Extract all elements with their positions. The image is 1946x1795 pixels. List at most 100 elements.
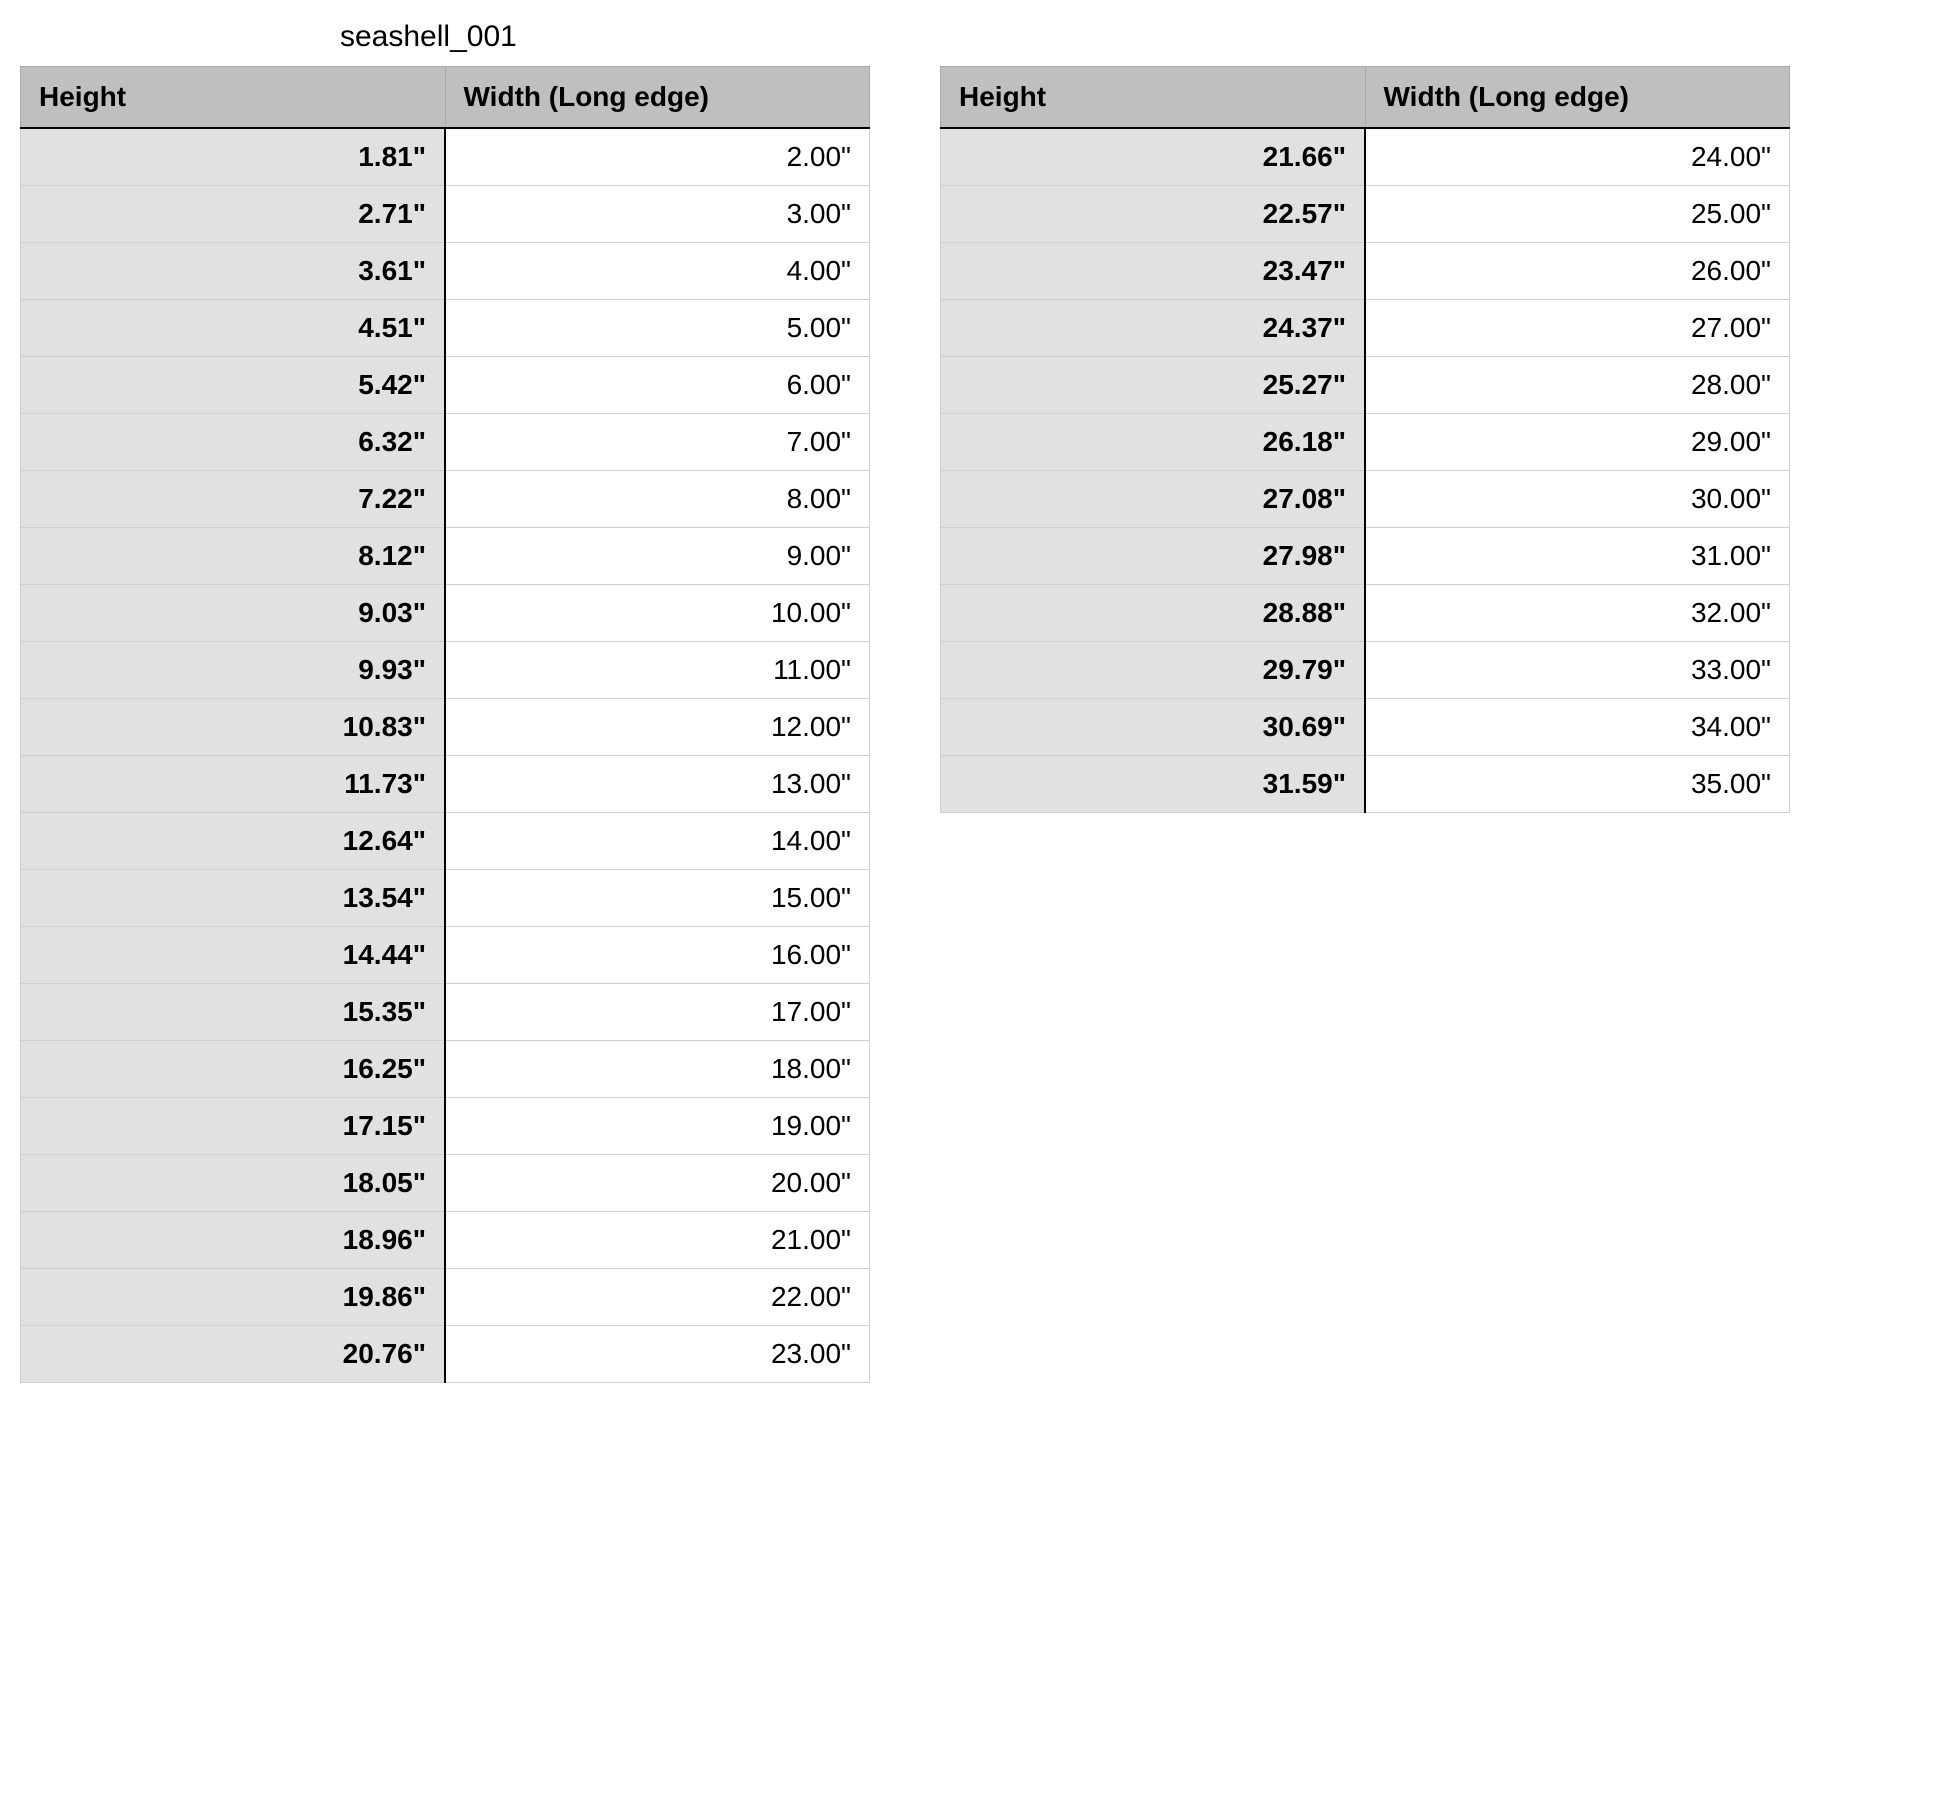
col-header-width: Width (Long edge): [445, 67, 870, 129]
width-cell: 27.00": [1365, 300, 1790, 357]
table-row: 3.61"4.00": [21, 243, 870, 300]
width-cell: 25.00": [1365, 186, 1790, 243]
width-cell: 32.00": [1365, 585, 1790, 642]
table-row: 20.76"23.00": [21, 1326, 870, 1383]
width-cell: 2.00": [445, 128, 870, 186]
height-cell: 8.12": [21, 528, 446, 585]
width-cell: 29.00": [1365, 414, 1790, 471]
width-cell: 20.00": [445, 1155, 870, 1212]
height-cell: 1.81": [21, 128, 446, 186]
table-row: 18.05"20.00": [21, 1155, 870, 1212]
table-row: 22.57"25.00": [941, 186, 1790, 243]
width-cell: 24.00": [1365, 128, 1790, 186]
width-cell: 26.00": [1365, 243, 1790, 300]
height-cell: 10.83": [21, 699, 446, 756]
height-cell: 5.42": [21, 357, 446, 414]
height-cell: 22.57": [941, 186, 1366, 243]
table-row: 1.81"2.00": [21, 128, 870, 186]
width-cell: 14.00": [445, 813, 870, 870]
height-cell: 24.37": [941, 300, 1366, 357]
table-header-row: Height Width (Long edge): [21, 67, 870, 129]
table-row: 9.93"11.00": [21, 642, 870, 699]
width-cell: 6.00": [445, 357, 870, 414]
width-cell: 18.00": [445, 1041, 870, 1098]
table-row: 2.71"3.00": [21, 186, 870, 243]
width-cell: 13.00": [445, 756, 870, 813]
table-row: 6.32"7.00": [21, 414, 870, 471]
height-cell: 29.79": [941, 642, 1366, 699]
width-cell: 21.00": [445, 1212, 870, 1269]
height-cell: 21.66": [941, 128, 1366, 186]
height-cell: 26.18": [941, 414, 1366, 471]
height-cell: 11.73": [21, 756, 446, 813]
height-cell: 18.96": [21, 1212, 446, 1269]
col-header-width: Width (Long edge): [1365, 67, 1790, 129]
width-cell: 15.00": [445, 870, 870, 927]
width-cell: 16.00": [445, 927, 870, 984]
height-cell: 14.44": [21, 927, 446, 984]
height-cell: 25.27": [941, 357, 1366, 414]
height-cell: 20.76": [21, 1326, 446, 1383]
table-row: 26.18"29.00": [941, 414, 1790, 471]
width-cell: 31.00": [1365, 528, 1790, 585]
width-cell: 35.00": [1365, 756, 1790, 813]
table-row: 13.54"15.00": [21, 870, 870, 927]
height-cell: 23.47": [941, 243, 1366, 300]
height-cell: 9.03": [21, 585, 446, 642]
table-row: 10.83"12.00": [21, 699, 870, 756]
height-cell: 13.54": [21, 870, 446, 927]
width-cell: 30.00": [1365, 471, 1790, 528]
height-cell: 17.15": [21, 1098, 446, 1155]
table-row: 11.73"13.00": [21, 756, 870, 813]
table-row: 24.37"27.00": [941, 300, 1790, 357]
table-row: 17.15"19.00": [21, 1098, 870, 1155]
width-cell: 4.00": [445, 243, 870, 300]
page-title: seashell_001: [340, 20, 1926, 54]
width-cell: 8.00": [445, 471, 870, 528]
table-row: 21.66"24.00": [941, 128, 1790, 186]
table-row: 29.79"33.00": [941, 642, 1790, 699]
width-cell: 22.00": [445, 1269, 870, 1326]
height-cell: 28.88": [941, 585, 1366, 642]
height-cell: 7.22": [21, 471, 446, 528]
table-row: 5.42"6.00": [21, 357, 870, 414]
height-cell: 9.93": [21, 642, 446, 699]
table-row: 4.51"5.00": [21, 300, 870, 357]
height-cell: 19.86": [21, 1269, 446, 1326]
col-header-height: Height: [21, 67, 446, 129]
width-cell: 23.00": [445, 1326, 870, 1383]
width-cell: 3.00": [445, 186, 870, 243]
width-cell: 12.00": [445, 699, 870, 756]
width-cell: 28.00": [1365, 357, 1790, 414]
table-row: 27.98"31.00": [941, 528, 1790, 585]
width-cell: 11.00": [445, 642, 870, 699]
table-row: 25.27"28.00": [941, 357, 1790, 414]
width-cell: 34.00": [1365, 699, 1790, 756]
height-cell: 12.64": [21, 813, 446, 870]
table-row: 23.47"26.00": [941, 243, 1790, 300]
width-cell: 33.00": [1365, 642, 1790, 699]
table-row: 14.44"16.00": [21, 927, 870, 984]
table-row: 8.12"9.00": [21, 528, 870, 585]
table-row: 19.86"22.00": [21, 1269, 870, 1326]
height-cell: 16.25": [21, 1041, 446, 1098]
width-cell: 10.00": [445, 585, 870, 642]
width-cell: 17.00": [445, 984, 870, 1041]
table-row: 27.08"30.00": [941, 471, 1790, 528]
height-cell: 2.71": [21, 186, 446, 243]
width-cell: 5.00": [445, 300, 870, 357]
dimensions-table-1: Height Width (Long edge) 1.81"2.00" 2.71…: [20, 66, 870, 1383]
table-row: 31.59"35.00": [941, 756, 1790, 813]
height-cell: 31.59": [941, 756, 1366, 813]
table-row: 9.03"10.00": [21, 585, 870, 642]
height-cell: 3.61": [21, 243, 446, 300]
width-cell: 9.00": [445, 528, 870, 585]
height-cell: 18.05": [21, 1155, 446, 1212]
height-cell: 6.32": [21, 414, 446, 471]
height-cell: 30.69": [941, 699, 1366, 756]
table-header-row: Height Width (Long edge): [941, 67, 1790, 129]
height-cell: 27.98": [941, 528, 1366, 585]
table-row: 15.35"17.00": [21, 984, 870, 1041]
table-row: 18.96"21.00": [21, 1212, 870, 1269]
table-row: 28.88"32.00": [941, 585, 1790, 642]
